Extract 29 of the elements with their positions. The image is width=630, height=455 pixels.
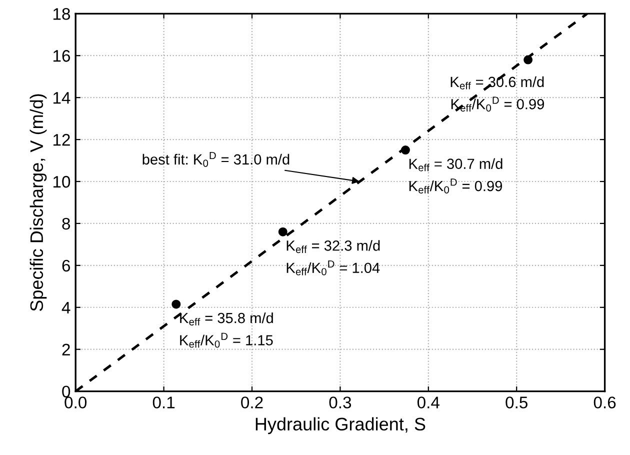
x-tick-label: 0.1 xyxy=(152,396,175,408)
y-tick-label: 2 xyxy=(62,344,70,356)
y-tick-label: 8 xyxy=(62,218,70,230)
y-tick-label: 4 xyxy=(62,302,70,314)
annotation: K$_{eff}$/K$_{0}$$^{D}$ = 0.99 xyxy=(409,178,502,194)
point xyxy=(278,227,288,236)
x-tick-label: 0.2 xyxy=(241,396,263,408)
annotation: best fit: K$_{0}$$^{D}$ = 31.0 m/d xyxy=(142,152,290,167)
y-tick-label: 10 xyxy=(53,176,70,188)
x-tick-label: 0.6 xyxy=(594,396,616,408)
annotation: K$_{eff}$/K$_{0}$$^{D}$ = 1.04 xyxy=(286,260,380,276)
y-tick-label: 18 xyxy=(53,8,70,20)
x-tick-label: 0.5 xyxy=(506,396,528,408)
point xyxy=(400,146,410,155)
point xyxy=(524,55,533,64)
x-tick-label: 0.0 xyxy=(64,396,87,408)
annotation: K$_{eff}$ = 30.7 m/d xyxy=(409,158,502,172)
y-tick-label: 16 xyxy=(53,50,70,62)
x-tick-label: 0.4 xyxy=(417,396,440,408)
x-tick-label: 0.3 xyxy=(329,396,352,408)
y-tick-label: 12 xyxy=(53,134,70,146)
point xyxy=(172,300,181,309)
y-tick-label: 0 xyxy=(62,386,70,398)
y-tick-label: 6 xyxy=(62,260,70,272)
y-axis-title: Specific Discharge, V (m/d) xyxy=(30,94,47,312)
y-tick-label: 14 xyxy=(53,92,70,104)
x-axis-title: Hydraulic Gradient, S xyxy=(256,417,426,434)
annotation: K$_{eff}$/K$_{0}$$^{D}$ = 1.15 xyxy=(180,332,273,348)
annotation: K$_{eff}$ = 32.3 m/d xyxy=(286,240,380,254)
